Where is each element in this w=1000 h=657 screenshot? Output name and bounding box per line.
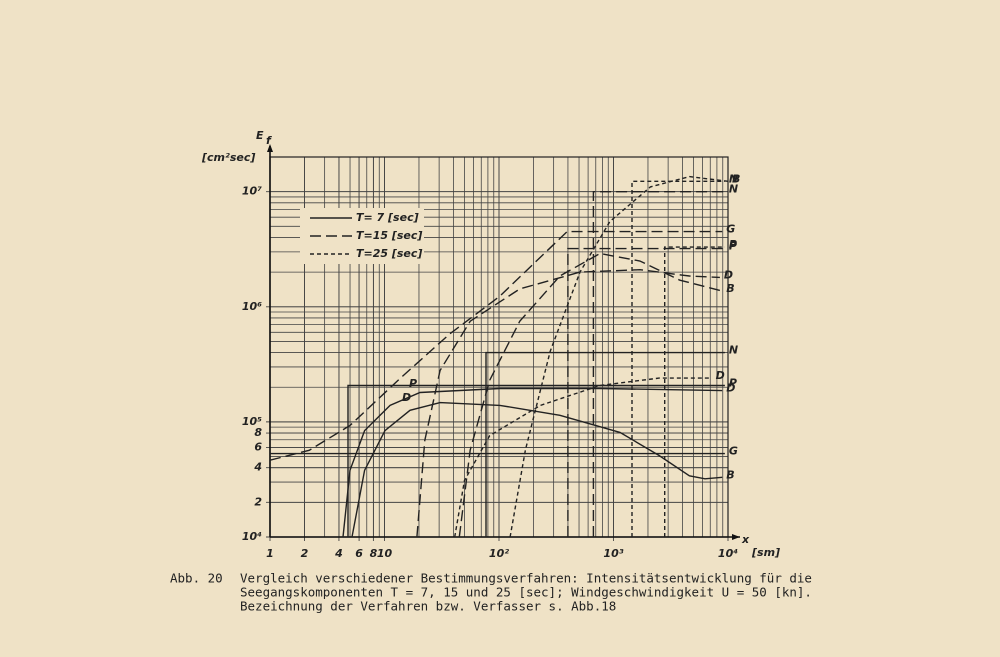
series-line (269, 230, 723, 461)
series-label: B (726, 282, 734, 295)
series-line (416, 268, 720, 538)
y-tick-label: 10⁷ (242, 185, 262, 198)
series-line (509, 175, 729, 538)
series-line (664, 246, 725, 537)
series-label: G (729, 445, 738, 458)
y-tick-label: 10⁵ (242, 415, 262, 428)
y-tick-label: 10⁴ (242, 530, 262, 543)
y-axis-arrow (267, 144, 273, 152)
series-line (458, 252, 723, 538)
y-label-subscript: f (266, 134, 272, 147)
series-label: P (729, 238, 737, 251)
x-tick-label: 10² (489, 547, 509, 560)
caption-line: Vergleich verschiedener Bestimmungsverfa… (240, 571, 812, 586)
legend-label: T=15 [sec] (356, 229, 422, 242)
x-tick-label: 10 (377, 547, 393, 560)
series-line (592, 191, 725, 537)
x-unit: [sm] (751, 546, 780, 559)
caption-number: Abb. 20 (170, 571, 223, 586)
series-line (485, 351, 725, 537)
caption-line: Bezeichnung der Verfahren bzw. Verfasser… (240, 599, 616, 614)
series-label: N (729, 183, 738, 196)
x-tick-label: 6 (355, 547, 363, 560)
series-label: D (724, 268, 733, 281)
series-label: N (729, 344, 738, 357)
series-label: G (726, 223, 735, 236)
series-label: N (729, 172, 738, 185)
series-label: P (729, 240, 737, 253)
series-label: B (732, 172, 740, 185)
legend-label: T= 7 [sec] (356, 211, 419, 224)
series-label: D (716, 369, 725, 382)
legend-label: T=25 [sec] (356, 247, 422, 260)
series-label: B (726, 468, 734, 481)
y-tick-label: 10⁶ (242, 300, 262, 313)
x-tick-label: 10³ (603, 547, 623, 560)
series-label: D (402, 391, 411, 404)
x-tick-label: 8 (370, 547, 378, 560)
series-label: D (726, 382, 735, 395)
x-tick-label: 1 (266, 547, 274, 560)
y-tick-label: 8 (254, 426, 262, 439)
series-line (351, 401, 723, 538)
y-tick-label: 2 (254, 495, 262, 508)
x-tick-label: 2 (301, 547, 309, 560)
series-line (342, 387, 723, 538)
x-axis-arrow (732, 534, 740, 540)
x-label: x (741, 533, 750, 546)
series-label: P (729, 377, 737, 390)
y-label: E (256, 129, 264, 142)
series-line (567, 247, 725, 537)
series-line (454, 377, 712, 538)
y-tick-label: 4 (253, 461, 262, 474)
series-label: P (409, 377, 417, 390)
caption-line: Seegangskomponenten T = 7, 15 und 25 [se… (240, 585, 812, 600)
y-unit: [cm²sec] (201, 151, 255, 164)
x-tick-label: 10⁴ (718, 547, 738, 560)
x-tick-label: 4 (334, 547, 343, 560)
y-tick-label: 6 (254, 440, 262, 453)
